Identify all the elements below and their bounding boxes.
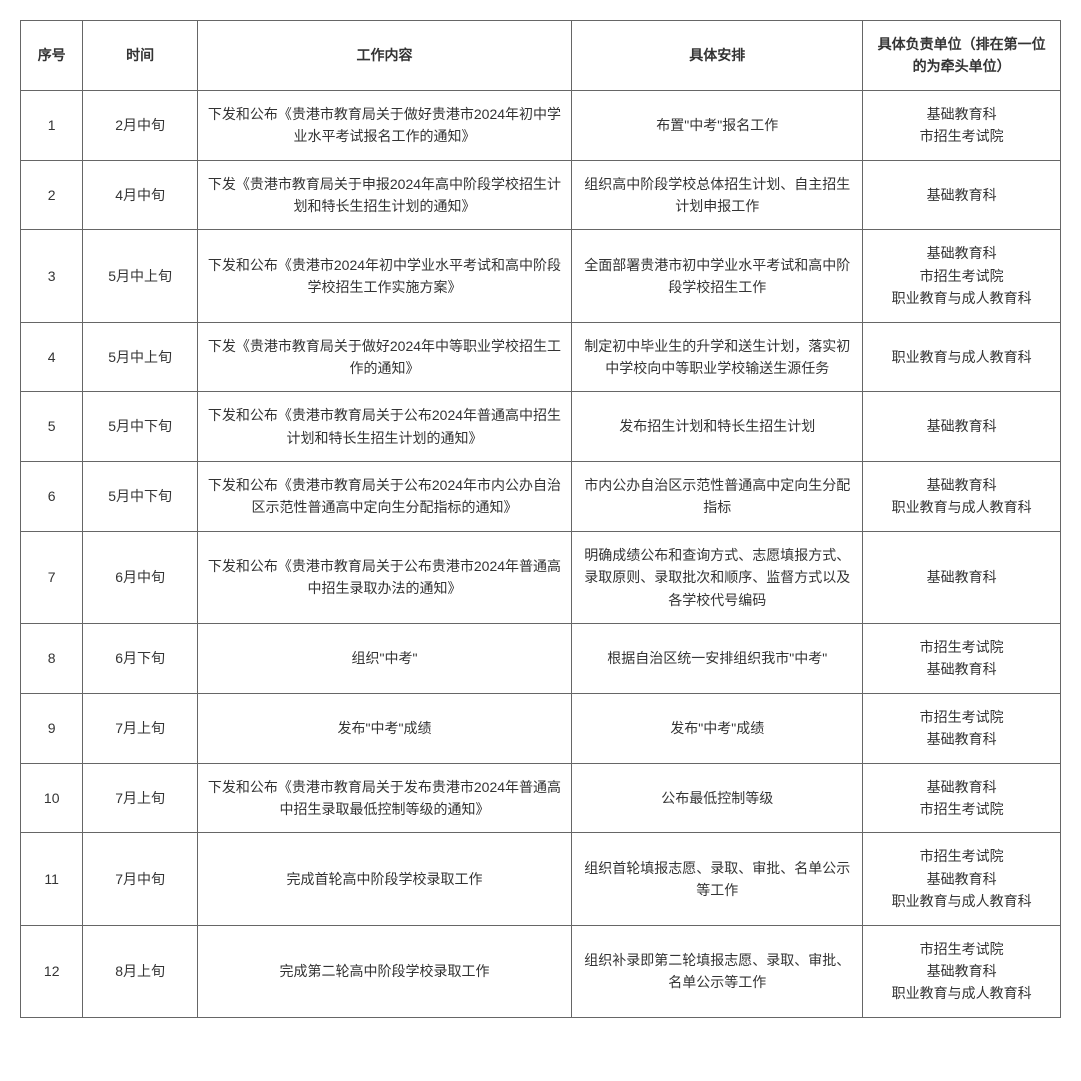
cell-arrange: 公布最低控制等级 <box>572 763 863 833</box>
cell-content: 发布"中考"成绩 <box>197 693 571 763</box>
cell-time: 7月中旬 <box>83 833 197 925</box>
table-row: 24月中旬下发《贵港市教育局关于申报2024年高中阶段学校招生计划和特长生招生计… <box>21 160 1061 230</box>
cell-time: 7月上旬 <box>83 763 197 833</box>
cell-content: 下发和公布《贵港市教育局关于发布贵港市2024年普通高中招生录取最低控制等级的通… <box>197 763 571 833</box>
cell-content: 下发和公布《贵港市教育局关于公布2024年市内公办自治区示范性普通高中定向生分配… <box>197 462 571 532</box>
cell-time: 2月中旬 <box>83 90 197 160</box>
cell-arrange: 明确成绩公布和查询方式、志愿填报方式、录取原则、录取批次和顺序、监督方式以及各学… <box>572 531 863 623</box>
cell-content: 下发和公布《贵港市教育局关于公布贵港市2024年普通高中招生录取办法的通知》 <box>197 531 571 623</box>
table-body: 12月中旬下发和公布《贵港市教育局关于做好贵港市2024年初中学业水平考试报名工… <box>21 90 1061 1017</box>
cell-arrange: 组织高中阶段学校总体招生计划、自主招生计划申报工作 <box>572 160 863 230</box>
cell-arrange: 市内公办自治区示范性普通高中定向生分配指标 <box>572 462 863 532</box>
cell-num: 9 <box>21 693 83 763</box>
cell-arrange: 发布招生计划和特长生招生计划 <box>572 392 863 462</box>
cell-content: 下发《贵港市教育局关于做好2024年中等职业学校招生工作的通知》 <box>197 322 571 392</box>
header-row: 序号 时间 工作内容 具体安排 具体负责单位（排在第一位的为牵头单位） <box>21 21 1061 91</box>
cell-content: 完成第二轮高中阶段学校录取工作 <box>197 925 571 1017</box>
cell-num: 2 <box>21 160 83 230</box>
cell-unit: 市招生考试院 基础教育科 <box>863 693 1061 763</box>
table-row: 12月中旬下发和公布《贵港市教育局关于做好贵港市2024年初中学业水平考试报名工… <box>21 90 1061 160</box>
cell-unit: 市招生考试院 基础教育科 职业教育与成人教育科 <box>863 833 1061 925</box>
cell-num: 6 <box>21 462 83 532</box>
cell-num: 11 <box>21 833 83 925</box>
header-time: 时间 <box>83 21 197 91</box>
cell-unit: 职业教育与成人教育科 <box>863 322 1061 392</box>
cell-num: 12 <box>21 925 83 1017</box>
cell-unit: 基础教育科 市招生考试院 职业教育与成人教育科 <box>863 230 1061 322</box>
schedule-table: 序号 时间 工作内容 具体安排 具体负责单位（排在第一位的为牵头单位） 12月中… <box>20 20 1061 1018</box>
table-row: 65月中下旬下发和公布《贵港市教育局关于公布2024年市内公办自治区示范性普通高… <box>21 462 1061 532</box>
cell-content: 下发和公布《贵港市教育局关于公布2024年普通高中招生计划和特长生招生计划的通知… <box>197 392 571 462</box>
cell-unit: 基础教育科 市招生考试院 <box>863 763 1061 833</box>
table-row: 35月中上旬下发和公布《贵港市2024年初中学业水平考试和高中阶段学校招生工作实… <box>21 230 1061 322</box>
header-arrange: 具体安排 <box>572 21 863 91</box>
table-row: 97月上旬发布"中考"成绩发布"中考"成绩市招生考试院 基础教育科 <box>21 693 1061 763</box>
table-row: 107月上旬下发和公布《贵港市教育局关于发布贵港市2024年普通高中招生录取最低… <box>21 763 1061 833</box>
cell-num: 5 <box>21 392 83 462</box>
cell-unit: 基础教育科 市招生考试院 <box>863 90 1061 160</box>
cell-time: 5月中下旬 <box>83 462 197 532</box>
cell-num: 10 <box>21 763 83 833</box>
table-row: 128月上旬完成第二轮高中阶段学校录取工作组织补录即第二轮填报志愿、录取、审批、… <box>21 925 1061 1017</box>
cell-unit: 基础教育科 职业教育与成人教育科 <box>863 462 1061 532</box>
cell-content: 组织"中考" <box>197 624 571 694</box>
cell-unit: 市招生考试院 基础教育科 职业教育与成人教育科 <box>863 925 1061 1017</box>
cell-time: 6月下旬 <box>83 624 197 694</box>
table-row: 86月下旬组织"中考"根据自治区统一安排组织我市"中考"市招生考试院 基础教育科 <box>21 624 1061 694</box>
cell-unit: 基础教育科 <box>863 531 1061 623</box>
cell-time: 7月上旬 <box>83 693 197 763</box>
cell-content: 下发《贵港市教育局关于申报2024年高中阶段学校招生计划和特长生招生计划的通知》 <box>197 160 571 230</box>
cell-arrange: 制定初中毕业生的升学和送生计划，落实初中学校向中等职业学校输送生源任务 <box>572 322 863 392</box>
cell-content: 完成首轮高中阶段学校录取工作 <box>197 833 571 925</box>
cell-time: 5月中下旬 <box>83 392 197 462</box>
cell-arrange: 组织补录即第二轮填报志愿、录取、审批、名单公示等工作 <box>572 925 863 1017</box>
header-unit: 具体负责单位（排在第一位的为牵头单位） <box>863 21 1061 91</box>
cell-arrange: 布置"中考"报名工作 <box>572 90 863 160</box>
cell-arrange: 根据自治区统一安排组织我市"中考" <box>572 624 863 694</box>
table-row: 45月中上旬下发《贵港市教育局关于做好2024年中等职业学校招生工作的通知》制定… <box>21 322 1061 392</box>
cell-time: 5月中上旬 <box>83 322 197 392</box>
cell-num: 8 <box>21 624 83 694</box>
cell-arrange: 全面部署贵港市初中学业水平考试和高中阶段学校招生工作 <box>572 230 863 322</box>
cell-num: 4 <box>21 322 83 392</box>
cell-arrange: 组织首轮填报志愿、录取、审批、名单公示等工作 <box>572 833 863 925</box>
cell-arrange: 发布"中考"成绩 <box>572 693 863 763</box>
cell-time: 4月中旬 <box>83 160 197 230</box>
cell-content: 下发和公布《贵港市教育局关于做好贵港市2024年初中学业水平考试报名工作的通知》 <box>197 90 571 160</box>
table-row: 55月中下旬下发和公布《贵港市教育局关于公布2024年普通高中招生计划和特长生招… <box>21 392 1061 462</box>
header-num: 序号 <box>21 21 83 91</box>
cell-time: 8月上旬 <box>83 925 197 1017</box>
table-row: 117月中旬完成首轮高中阶段学校录取工作组织首轮填报志愿、录取、审批、名单公示等… <box>21 833 1061 925</box>
cell-num: 1 <box>21 90 83 160</box>
table-row: 76月中旬下发和公布《贵港市教育局关于公布贵港市2024年普通高中招生录取办法的… <box>21 531 1061 623</box>
cell-unit: 市招生考试院 基础教育科 <box>863 624 1061 694</box>
header-content: 工作内容 <box>197 21 571 91</box>
cell-num: 3 <box>21 230 83 322</box>
cell-time: 6月中旬 <box>83 531 197 623</box>
cell-content: 下发和公布《贵港市2024年初中学业水平考试和高中阶段学校招生工作实施方案》 <box>197 230 571 322</box>
cell-unit: 基础教育科 <box>863 160 1061 230</box>
cell-time: 5月中上旬 <box>83 230 197 322</box>
cell-num: 7 <box>21 531 83 623</box>
cell-unit: 基础教育科 <box>863 392 1061 462</box>
